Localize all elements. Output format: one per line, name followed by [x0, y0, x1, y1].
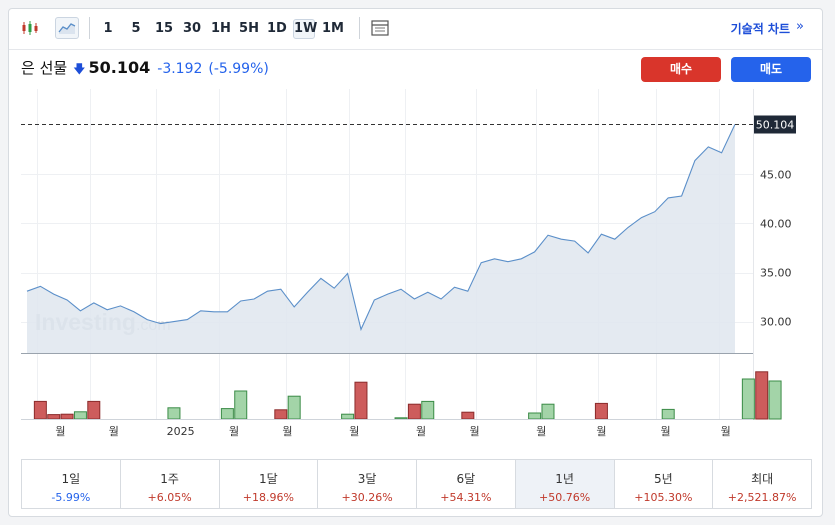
- period-label: 5년: [654, 472, 673, 486]
- period-7[interactable]: 최대 +2,521.87%: [713, 460, 811, 508]
- timeframe-1m[interactable]: 1M: [322, 21, 344, 36]
- x-axis-label: 월: [282, 425, 292, 438]
- period-3[interactable]: 3달 +30.26%: [318, 460, 417, 508]
- table-view-icon[interactable]: [369, 17, 391, 39]
- volume-bar: [407, 403, 421, 420]
- price-chart[interactable]: Investing.com50.10430.0035.0040.0045.00월…: [9, 89, 823, 453]
- last-price: 50.104: [88, 58, 151, 77]
- volume-bar: [220, 408, 234, 420]
- period-label: 1달: [259, 472, 278, 486]
- volume-bar: [528, 412, 542, 420]
- period-label: 3달: [357, 472, 377, 486]
- chart-widget: 1 5 15 30 1H 5H 1D 1W 1M 기술적 차트 » 은 선물 🡇 50.104 …: [8, 8, 823, 517]
- period-label: 1일: [61, 472, 81, 486]
- volume-bar: [341, 413, 355, 420]
- volume-bar: [741, 378, 755, 420]
- price-tick-label: 45.00: [760, 168, 792, 181]
- candlestick-icon[interactable]: [19, 17, 41, 39]
- timeframe-1h[interactable]: 1H: [211, 21, 231, 36]
- volume-bar: [768, 380, 782, 420]
- toolbar-divider: [89, 17, 90, 39]
- period-change: +30.26%: [341, 491, 393, 504]
- x-axis-label: 월: [109, 425, 119, 438]
- price-tick-label: 35.00: [760, 267, 792, 280]
- timeframe-1[interactable]: 1: [103, 21, 113, 36]
- price-change: -3.192: [157, 61, 203, 77]
- timeframe-1d[interactable]: 1D: [267, 21, 287, 36]
- volume-bar: [461, 411, 475, 420]
- toolbar-divider: [359, 17, 360, 39]
- volume-bar: [274, 409, 288, 420]
- volume-bar: [73, 411, 87, 420]
- period-1[interactable]: 1주 +6.05%: [121, 460, 220, 508]
- volume-bar: [33, 400, 47, 420]
- x-axis-label: 월: [596, 425, 606, 438]
- volume-bar: [167, 407, 181, 420]
- x-axis-label: 월: [721, 425, 731, 438]
- arrow-down-icon: 🡇: [73, 62, 86, 76]
- period-5[interactable]: 1년 +50.76%: [515, 460, 615, 508]
- buy-button[interactable]: 매수: [641, 57, 721, 82]
- technical-chart-link[interactable]: 기술적 차트: [730, 22, 790, 36]
- volume-bar: [287, 395, 301, 420]
- price-change-percent: (-5.99%): [208, 61, 269, 77]
- period-label: 6달: [456, 472, 476, 486]
- volume-bar: [354, 381, 368, 420]
- performance-bar: 1일 -5.99% 1주 +6.05% 1달 +18.96% 3달 +30.26% 6달 +54.…: [21, 459, 812, 509]
- volume-bar: [755, 371, 769, 420]
- x-axis-label: 월: [229, 425, 239, 438]
- timeframe-5h[interactable]: 5H: [239, 21, 259, 36]
- timeframe-1w[interactable]: 1W: [293, 19, 317, 39]
- volume-bar: [234, 390, 248, 420]
- x-axis-label: 월: [416, 425, 426, 438]
- period-0[interactable]: 1일 -5.99%: [22, 460, 121, 508]
- period-label: 최대: [751, 472, 774, 486]
- timeframe-30[interactable]: 30: [182, 21, 202, 36]
- volume-bar: [47, 414, 61, 420]
- period-2[interactable]: 1달 +18.96%: [220, 460, 319, 508]
- period-change: -5.99%: [51, 491, 91, 504]
- volume-bar: [87, 400, 101, 420]
- timeframe-15[interactable]: 15: [155, 21, 174, 36]
- price-tick-label: 30.00: [760, 316, 792, 329]
- area-chart-icon[interactable]: [55, 17, 79, 39]
- last-price-label: 50.104: [756, 119, 795, 132]
- sell-button[interactable]: 매도: [731, 57, 811, 82]
- volume-bar: [421, 400, 435, 420]
- volume-bar: [661, 408, 675, 420]
- timeframe-5[interactable]: 5: [131, 21, 141, 36]
- period-change: +50.76%: [539, 491, 591, 504]
- x-axis-label: 월: [349, 425, 359, 438]
- period-4[interactable]: 6달 +54.31%: [417, 460, 516, 508]
- volume-bar: [394, 417, 408, 420]
- period-change: +6.05%: [147, 491, 192, 504]
- price-tick-label: 40.00: [760, 217, 792, 230]
- quote-header: 은 선물 🡇 50.104 -3.192 (-5.99%): [21, 57, 269, 81]
- chevron-right-icon[interactable]: »: [796, 19, 804, 34]
- x-axis-label: 월: [660, 425, 670, 438]
- last-price-tag: [754, 115, 796, 134]
- volume-bar: [594, 402, 608, 420]
- x-axis-label: 월: [469, 425, 479, 438]
- period-change: +54.31%: [440, 491, 492, 504]
- chart-toolbar: 1 5 15 30 1H 5H 1D 1W 1M 기술적 차트 »: [9, 9, 822, 50]
- volume-bar: [541, 403, 555, 420]
- x-axis-label: 2025: [167, 425, 195, 438]
- instrument-name: 은 선물: [21, 59, 68, 77]
- period-change: +2,521.87%: [727, 491, 797, 504]
- price-area: [27, 124, 735, 353]
- period-change: +18.96%: [242, 491, 294, 504]
- volume-bar: [60, 413, 74, 420]
- x-axis-label: 월: [55, 425, 65, 438]
- price-line: [26, 124, 736, 332]
- x-axis-label: 월: [536, 425, 546, 438]
- period-change: +105.30%: [634, 491, 693, 504]
- period-6[interactable]: 5년 +105.30%: [615, 460, 714, 508]
- period-label: 1주: [160, 472, 179, 486]
- period-label: 1년: [555, 472, 574, 486]
